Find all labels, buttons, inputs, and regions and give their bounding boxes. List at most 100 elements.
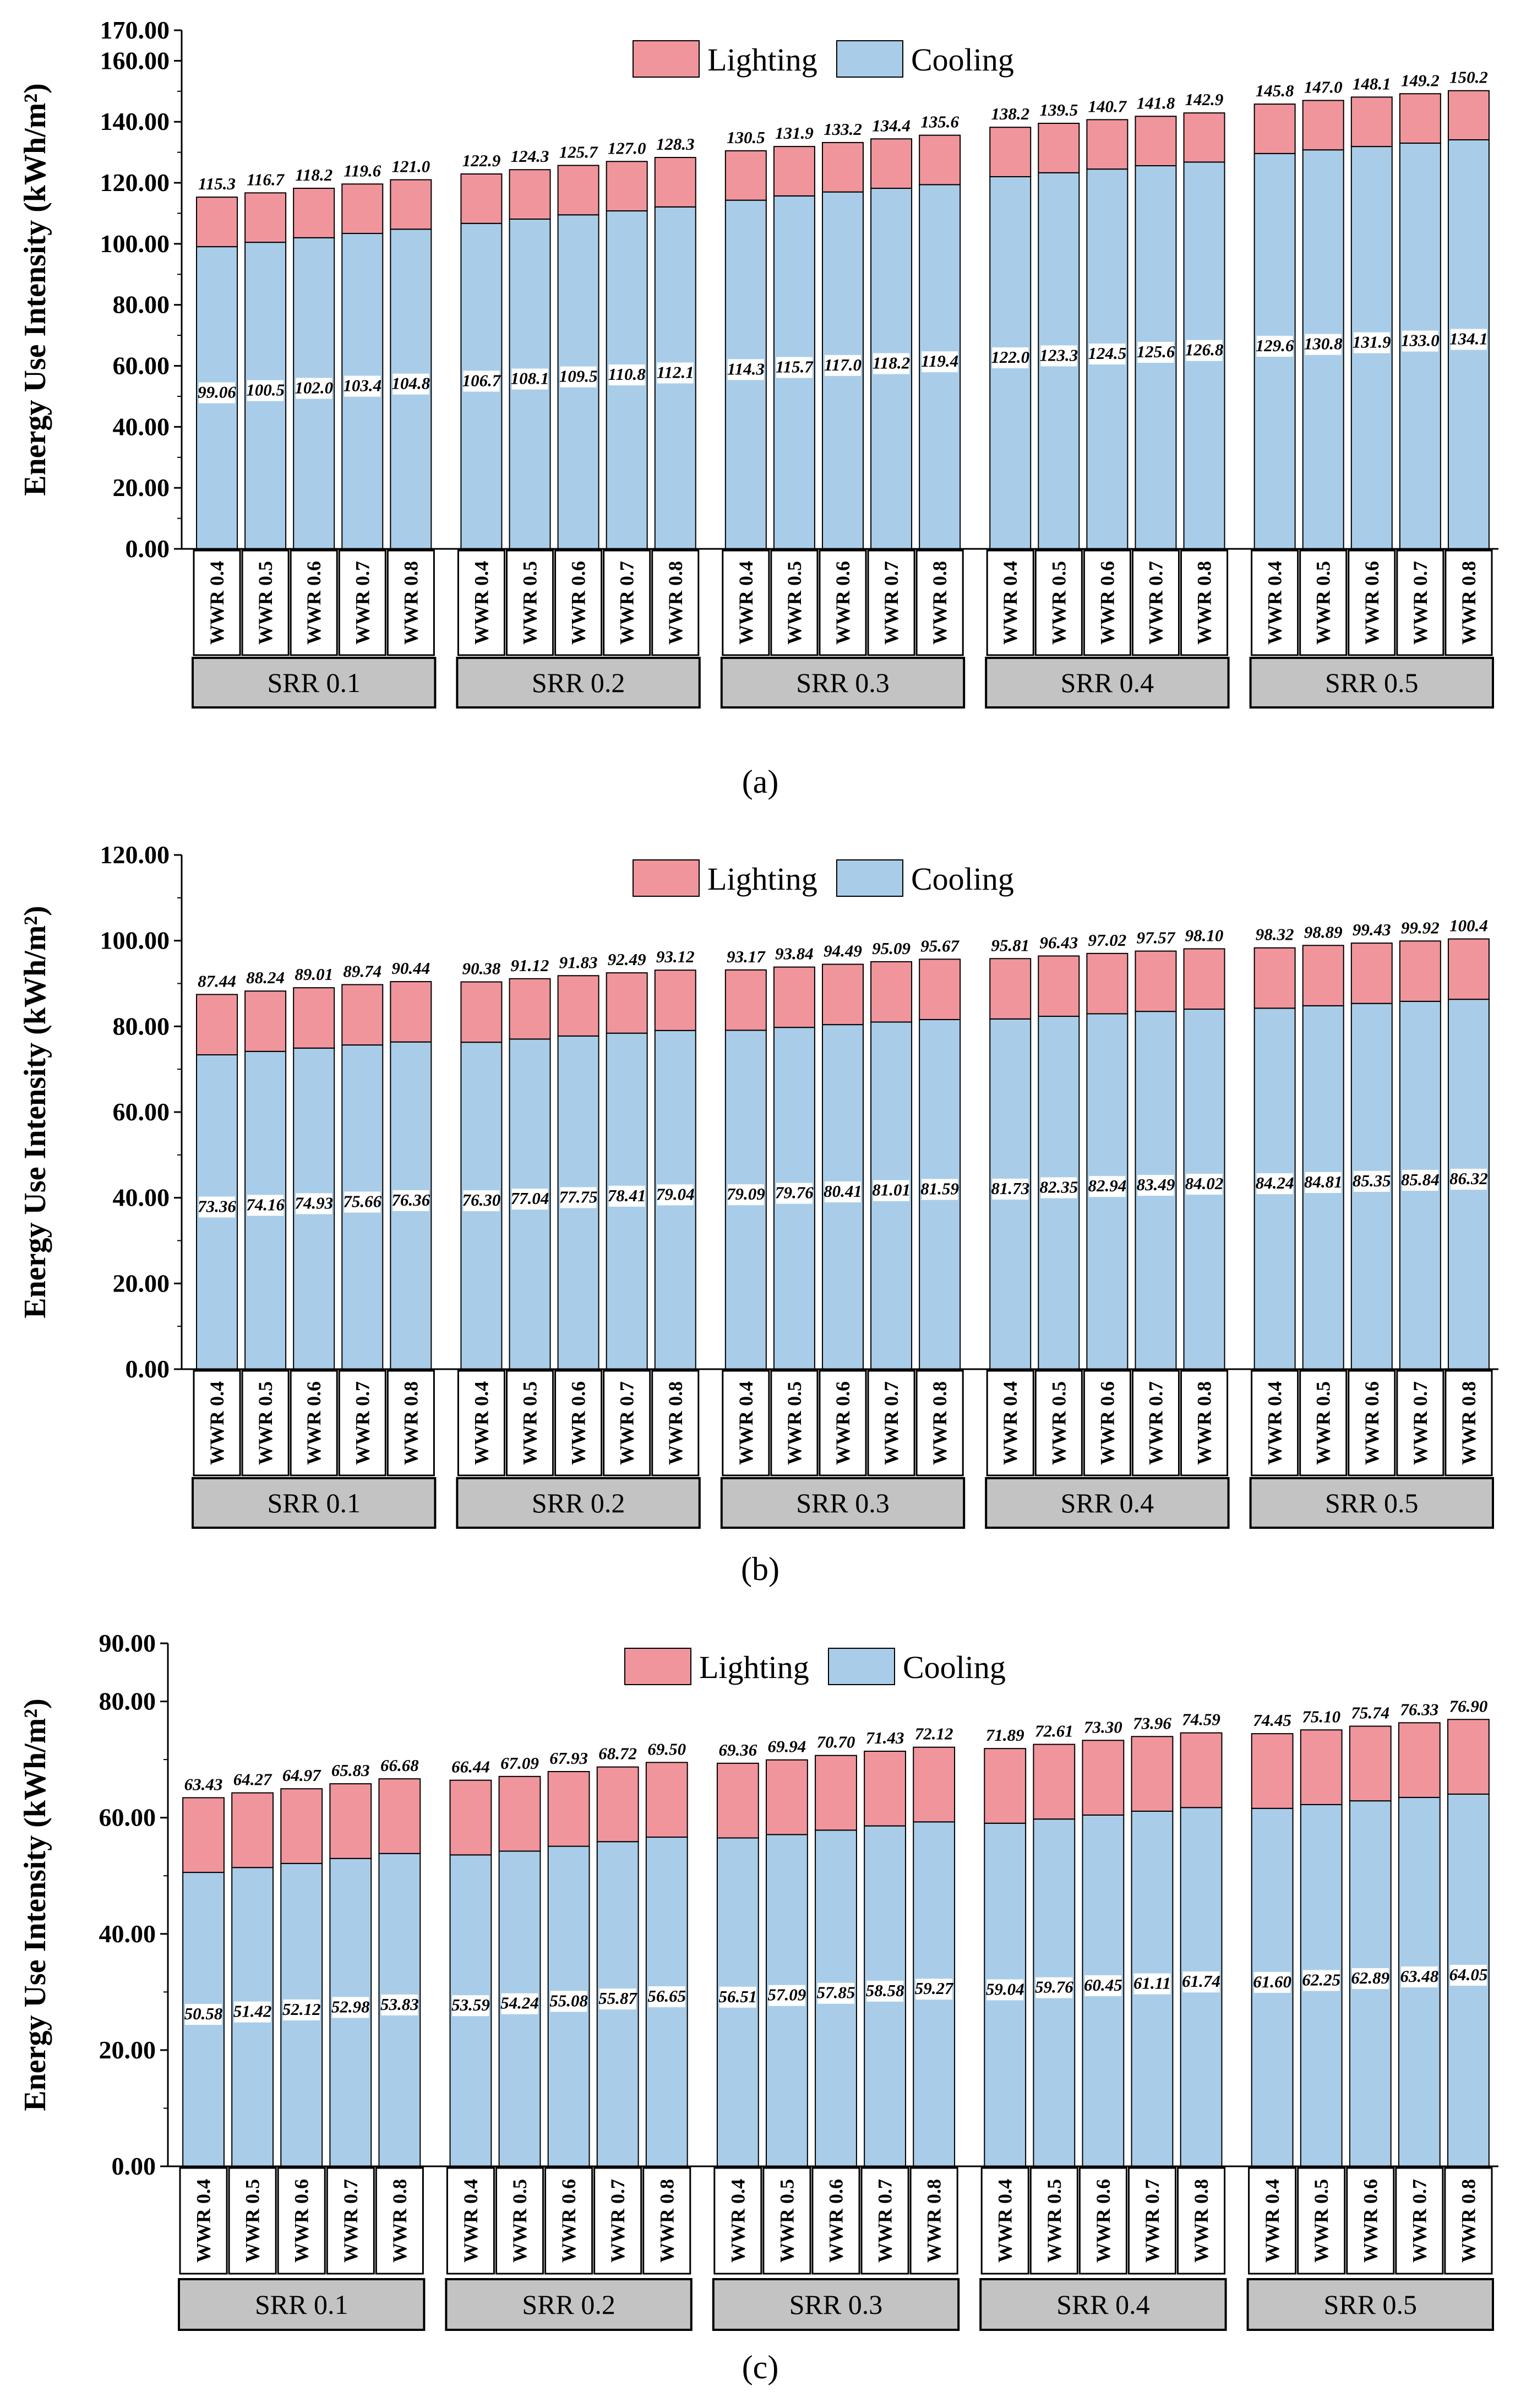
cooling-label-background: [501, 1993, 538, 2014]
total-value-label: 145.8: [1256, 81, 1294, 100]
cooling-label-background: [296, 378, 332, 399]
total-value-label: 63.43: [184, 1774, 223, 1794]
category-label: WWR 0.8: [400, 561, 422, 645]
category-box: [1127, 2167, 1177, 2275]
cooling-value-label: 83.49: [1137, 1175, 1175, 1194]
category-box: [505, 549, 554, 656]
category-label: WWR 0.4: [735, 561, 757, 645]
category-label: WWR 0.6: [1361, 1381, 1383, 1465]
category-box: [1251, 1370, 1299, 1477]
bar-lighting: [1135, 950, 1177, 1012]
cooling-value-label: 56.65: [647, 1986, 686, 2006]
cooling-label-background: [1400, 1966, 1438, 1987]
category-box: [1348, 1370, 1396, 1477]
y-tick-label: 120.00: [100, 841, 170, 869]
cooling-label-background: [199, 1196, 236, 1218]
cooling-value-label: 106.7: [462, 371, 501, 390]
cooling-label-background: [719, 1986, 756, 2008]
category-label: WWR 0.4: [1261, 2179, 1283, 2263]
cooling-label-background: [608, 1185, 645, 1207]
cooling-label-background: [992, 347, 1029, 368]
cooling-value-label: 77.75: [559, 1187, 598, 1206]
cooling-label-background: [599, 1988, 636, 2010]
cooling-label-background: [657, 1184, 694, 1206]
cooling-label-background: [392, 1190, 429, 1211]
category-box: [1444, 2167, 1493, 2275]
total-value-label: 135.6: [920, 112, 959, 132]
group-box: [456, 657, 701, 709]
category-box: [338, 1370, 386, 1477]
cooling-value-label: 123.3: [1039, 345, 1078, 364]
group-label: SRR 0.3: [796, 667, 890, 698]
bar-lighting: [606, 972, 648, 1034]
y-tick-label: 170.00: [100, 16, 170, 44]
group-label: SRR 0.5: [1324, 2289, 1418, 2320]
bar-lighting: [1350, 943, 1393, 1004]
cooling-label-background: [776, 1183, 813, 1204]
category-label: WWR 0.5: [519, 1381, 541, 1465]
total-value-label: 90.38: [462, 959, 501, 978]
group-box: [979, 2278, 1227, 2331]
cooling-value-label: 131.9: [1353, 333, 1391, 352]
group-box: [720, 1477, 966, 1529]
category-label: WWR 0.4: [206, 561, 228, 645]
total-value-label: 76.33: [1400, 1699, 1439, 1719]
category-box: [811, 2167, 860, 2275]
y-tick-label: 40.00: [99, 1920, 156, 1948]
cooling-label-background: [1256, 1173, 1293, 1195]
category-box: [375, 2167, 424, 2275]
total-value-label: 94.49: [824, 941, 862, 961]
cooling-value-label: 55.87: [598, 1988, 637, 2008]
total-value-label: 71.43: [866, 1728, 904, 1747]
cooling-label-background: [185, 2004, 222, 2025]
group-label: SRR 0.2: [532, 1488, 625, 1518]
cooling-value-label: 85.84: [1401, 1170, 1440, 1189]
group-box: [445, 2278, 693, 2331]
category-box: [651, 1370, 700, 1477]
category-label: WWR 0.6: [291, 2179, 313, 2263]
cooling-value-label: 108.1: [511, 368, 549, 388]
total-value-label: 127.0: [608, 138, 646, 157]
category-label: WWR 0.7: [340, 2179, 362, 2263]
bar-lighting: [293, 188, 335, 238]
category-label: WWR 0.8: [929, 561, 951, 645]
total-value-label: 88.24: [246, 968, 285, 987]
bar-lighting: [1086, 952, 1129, 1015]
y-tick-label: 90.00: [99, 1629, 156, 1657]
cooling-label-background: [776, 357, 813, 378]
y-tick-label: 60.00: [99, 1804, 156, 1832]
category-box: [179, 2167, 228, 2275]
total-value-label: 149.2: [1401, 70, 1440, 90]
cooling-value-label: 79.09: [727, 1184, 765, 1203]
total-value-label: 95.81: [991, 935, 1029, 955]
y-tick-label: 0.00: [112, 2152, 156, 2180]
cooling-value-label: 81.59: [920, 1179, 959, 1198]
cooling-value-label: 58.58: [866, 1981, 904, 2000]
group-label: SRR 0.1: [255, 2289, 348, 2320]
category-label: WWR 0.7: [607, 2179, 629, 2263]
cooling-value-label: 51.42: [233, 2002, 272, 2021]
category-box: [1297, 2167, 1346, 2275]
cooling-label-background: [866, 1980, 903, 2002]
bar-lighting: [1033, 1744, 1076, 1820]
category-label: WWR 0.4: [727, 2179, 749, 2263]
bar-lighting: [509, 169, 551, 220]
cooling-value-label: 119.4: [921, 351, 958, 371]
group-label: SRR 0.1: [267, 667, 361, 698]
cooling-label-background: [1253, 1971, 1291, 1993]
cooling-label-background: [1089, 1176, 1126, 1197]
category-label: WWR 0.5: [1312, 561, 1334, 645]
cooling-label-background: [1353, 332, 1390, 353]
total-value-label: 71.89: [986, 1725, 1024, 1745]
category-box: [457, 549, 505, 656]
category-label: WWR 0.6: [832, 561, 854, 645]
bar-lighting: [196, 994, 238, 1056]
cooling-value-label: 118.2: [873, 353, 910, 373]
category-label: WWR 0.7: [880, 561, 902, 645]
cooling-value-label: 104.8: [391, 374, 430, 393]
bar-lighting: [1302, 100, 1344, 151]
bar-lighting: [606, 161, 648, 212]
cooling-value-label: 99.06: [198, 383, 236, 402]
cooling-value-label: 103.4: [343, 376, 381, 395]
total-value-label: 75.74: [1351, 1703, 1389, 1723]
